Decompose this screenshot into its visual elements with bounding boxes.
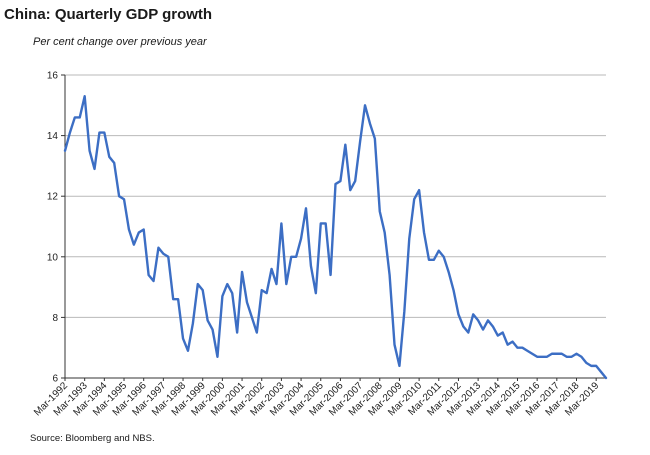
chart-subtitle: Per cent change over previous year	[33, 36, 207, 48]
axes	[61, 74, 606, 381]
y-tick-label: 14	[47, 131, 59, 142]
source-note: Source: Bloomberg and NBS.	[30, 433, 155, 444]
y-tick-label: 6	[52, 374, 58, 385]
y-tick-label: 10	[47, 252, 59, 263]
x-tick-labels: Mar-1992Mar-1993Mar-1994Mar-1995Mar-1996…	[32, 380, 602, 418]
y-tick-label: 16	[47, 71, 59, 82]
y-tick-label: 12	[47, 192, 59, 203]
y-tick-label: 8	[52, 313, 58, 324]
gdp-growth-line	[63, 95, 608, 380]
chart-title: China: Quarterly GDP growth	[4, 6, 213, 23]
y-tick-labels: 6 8 10 12 14 16	[47, 71, 59, 385]
series-layer	[63, 95, 608, 380]
